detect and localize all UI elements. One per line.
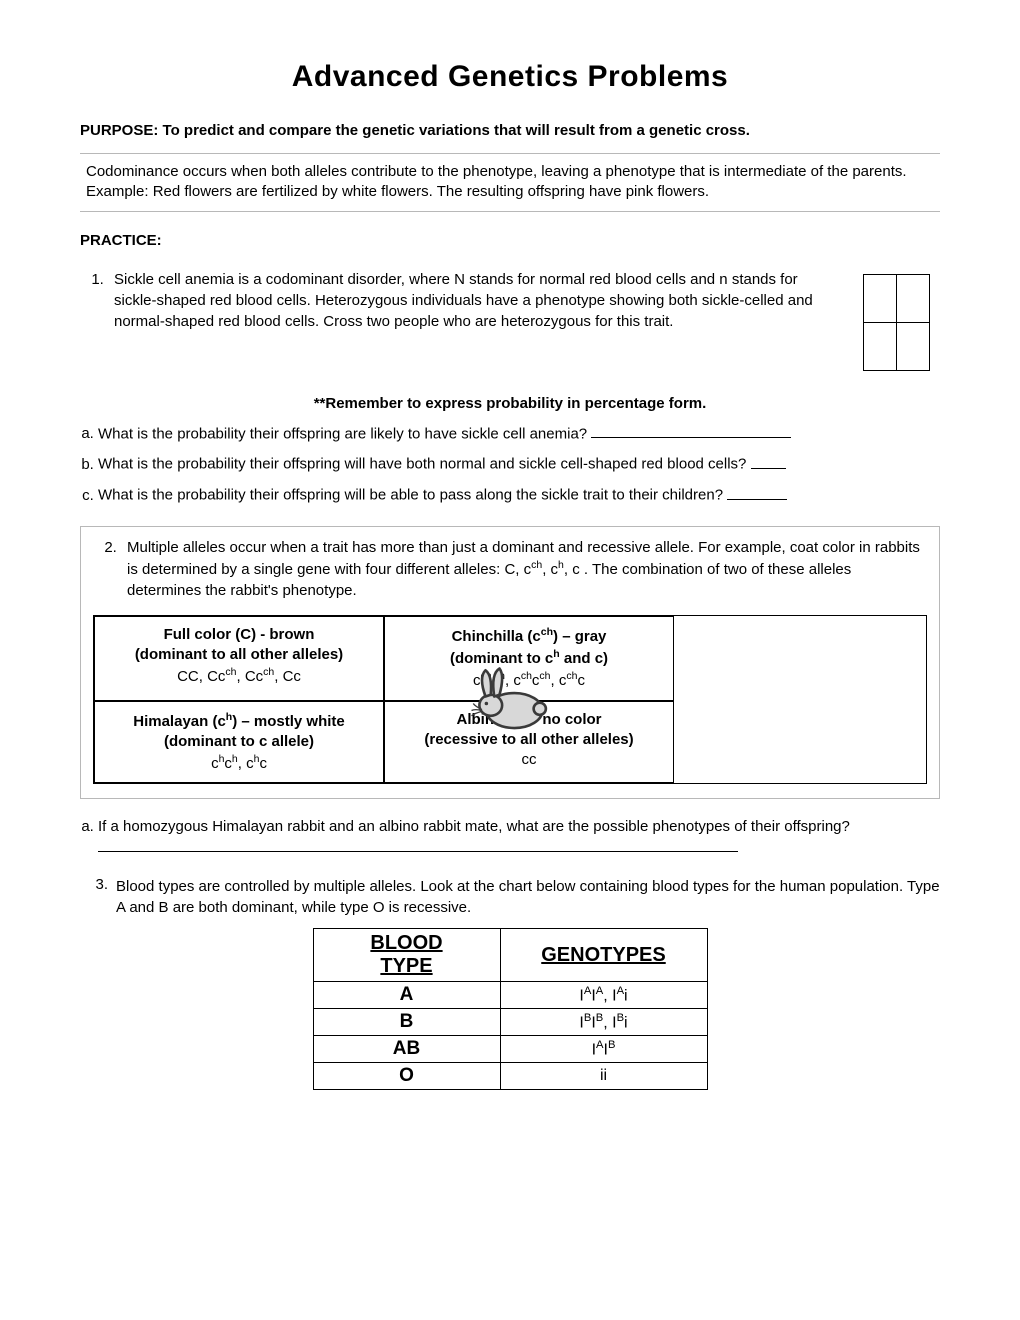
info-line-2: Example: Red flowers are fertilized by w… <box>86 182 930 202</box>
question-2-box: Multiple alleles occur when a trait has … <box>80 526 940 800</box>
rabbit-him-genos: chch, chc <box>105 752 373 774</box>
question-1-row: Sickle cell anemia is a codominant disor… <box>80 269 940 371</box>
table-row: B IBIB, IBi <box>313 1009 707 1036</box>
purpose-label: PURPOSE: <box>80 122 158 139</box>
answer-blank <box>727 485 787 500</box>
table-row: A IAIA, IAi <box>313 982 707 1009</box>
rabbit-chin-title: Chinchilla (cch) – gray <box>395 625 663 647</box>
question-1-list: Sickle cell anemia is a codominant disor… <box>80 269 833 332</box>
q3-text: Blood types are controlled by multiple a… <box>116 876 940 918</box>
table-header-row: BLOOD TYPE GENOTYPES <box>313 929 707 982</box>
info-line-1: Codominance occurs when both alleles con… <box>86 162 930 182</box>
rabbit-him-sub: (dominant to c allele) <box>105 732 373 752</box>
punnett-square-blank <box>863 274 930 371</box>
rabbit-allele-table: Full color (C) - brown (dominant to all … <box>93 615 927 785</box>
q1-sub-c-text: What is the probability their offspring … <box>98 487 723 504</box>
genotype-cell: IAIA, IAi <box>500 982 707 1009</box>
answer-blank <box>98 838 738 853</box>
question-2-list: Multiple alleles occur when a trait has … <box>93 537 927 601</box>
practice-label: PRACTICE: <box>80 232 940 249</box>
blood-type-cell: A <box>313 982 500 1009</box>
purpose-line: PURPOSE: To predict and compare the gene… <box>80 122 940 139</box>
question-2-text: Multiple alleles occur when a trait has … <box>121 537 927 601</box>
genotype-cell: IBIB, IBi <box>500 1009 707 1036</box>
rabbit-alb-genos: cc <box>395 750 663 770</box>
punnett-cell <box>897 274 930 322</box>
rabbit-full-sub: (dominant to all other alleles) <box>105 645 373 665</box>
header-genotypes: GENOTYPES <box>500 929 707 982</box>
punnett-cell <box>864 322 897 370</box>
rabbit-cell-himalayan: Himalayan (ch) – mostly white (dominant … <box>94 701 384 784</box>
q1-sub-b-text: What is the probability their offspring … <box>98 456 746 473</box>
remember-note: **Remember to express probability in per… <box>80 395 940 412</box>
question-1-subparts: What is the probability their offspring … <box>80 424 940 506</box>
blood-type-table: BLOOD TYPE GENOTYPES A IAIA, IAi B IBIB,… <box>313 928 708 1090</box>
q3-number: 3. <box>80 876 116 918</box>
answer-blank <box>751 454 786 469</box>
page-title: Advanced Genetics Problems <box>80 60 940 94</box>
worksheet-page: Advanced Genetics Problems PURPOSE: To p… <box>0 0 1020 1320</box>
q1-sub-c: What is the probability their offspring … <box>98 485 940 506</box>
punnett-cell <box>897 322 930 370</box>
punnett-cell <box>864 274 897 322</box>
genotype-cell: IAIB <box>500 1036 707 1063</box>
answer-blank <box>591 424 791 439</box>
q1-sub-b: What is the probability their offspring … <box>98 454 940 475</box>
question-2-subparts: If a homozygous Himalayan rabbit and an … <box>80 817 940 858</box>
genotype-cell: ii <box>500 1063 707 1090</box>
table-row: AB IAIB <box>313 1036 707 1063</box>
rabbit-cell-full-color: Full color (C) - brown (dominant to all … <box>94 616 384 701</box>
rabbit-icon <box>465 665 555 735</box>
question-1-text: Sickle cell anemia is a codominant disor… <box>108 269 833 332</box>
q2-sub-a-text: If a homozygous Himalayan rabbit and an … <box>98 818 850 835</box>
blood-type-cell: AB <box>313 1036 500 1063</box>
q2-sub-a: If a homozygous Himalayan rabbit and an … <box>98 817 940 858</box>
table-row: O ii <box>313 1063 707 1090</box>
q1-sub-a-text: What is the probability their offspring … <box>98 425 587 442</box>
rabbit-full-genos: CC, Ccch, Ccch, Cc <box>105 665 373 687</box>
blood-type-cell: B <box>313 1009 500 1036</box>
blood-type-cell: O <box>313 1063 500 1090</box>
purpose-text: To predict and compare the genetic varia… <box>163 122 750 139</box>
rabbit-full-title: Full color (C) - brown <box>105 625 373 645</box>
q1-sub-a: What is the probability their offspring … <box>98 424 940 445</box>
header-blood-type: BLOOD TYPE <box>313 929 500 982</box>
question-3: 3. Blood types are controlled by multipl… <box>80 876 940 918</box>
rabbit-him-title: Himalayan (ch) – mostly white <box>105 710 373 732</box>
codominance-info-box: Codominance occurs when both alleles con… <box>80 153 940 212</box>
